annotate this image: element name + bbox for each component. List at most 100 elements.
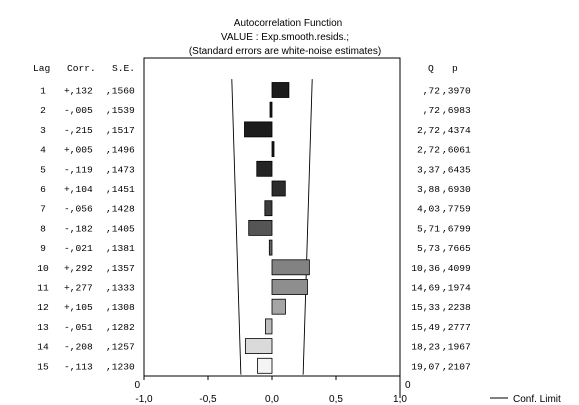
p-value: ,4374 xyxy=(442,125,471,136)
acf-bar xyxy=(268,239,273,256)
corr-value: -,051 xyxy=(64,322,93,333)
q-value: 14,69 xyxy=(411,283,440,294)
lag-label: 12 xyxy=(37,302,49,313)
acf-bar xyxy=(244,338,273,355)
se-value: ,1539 xyxy=(106,105,135,116)
acf-bar xyxy=(271,279,308,295)
se-value: ,1308 xyxy=(106,302,135,313)
lag-label: 8 xyxy=(40,223,46,234)
corr-value: -,021 xyxy=(64,243,93,254)
lag-label: 9 xyxy=(40,243,46,254)
conf-limit-upper xyxy=(302,79,313,375)
p-value: ,2777 xyxy=(442,322,471,333)
lag-label: 13 xyxy=(37,322,49,333)
corr-value: -,056 xyxy=(64,204,93,215)
x-tick-label: -0,5 xyxy=(199,394,217,405)
lag-label: 14 xyxy=(37,342,49,353)
q-value: ,72 xyxy=(423,105,441,116)
p-value: ,2238 xyxy=(442,302,471,313)
acf-bar xyxy=(265,318,273,335)
p-value: ,3970 xyxy=(442,86,471,97)
se-value: ,1357 xyxy=(106,263,135,274)
corr-value: -,119 xyxy=(64,164,93,175)
p-value: ,6799 xyxy=(442,223,471,234)
q-value: 2,72 xyxy=(417,125,440,136)
lag-label: 5 xyxy=(40,164,46,175)
acf-bar xyxy=(244,121,273,138)
acf-bar xyxy=(271,298,286,315)
q-value: 10,36 xyxy=(411,263,440,274)
p-value: ,6930 xyxy=(442,184,471,195)
q-value: 4,03 xyxy=(417,204,440,215)
corr-value: -,182 xyxy=(64,223,93,234)
q-value: 5,71 xyxy=(417,223,440,234)
p-value: ,6983 xyxy=(442,105,471,116)
p-value: ,6435 xyxy=(442,164,471,175)
corr-value: +,105 xyxy=(64,302,93,313)
x-tick-label: 1,0 xyxy=(393,394,407,405)
acf-bar xyxy=(271,82,290,98)
header-se: S.E. xyxy=(112,63,135,74)
corr-value: +,104 xyxy=(64,184,93,195)
header-lag: Lag xyxy=(33,63,50,74)
p-value: ,4099 xyxy=(442,263,471,274)
se-value: ,1257 xyxy=(106,342,135,353)
se-value: ,1560 xyxy=(106,86,135,97)
acf-bar xyxy=(271,259,310,276)
corr-value: -,208 xyxy=(64,342,93,353)
lag-label: 7 xyxy=(40,204,46,215)
confidence-limit-lines xyxy=(231,79,313,375)
corr-value: -,113 xyxy=(64,361,93,372)
lag-label: 6 xyxy=(40,184,46,195)
lag-label: 2 xyxy=(40,105,46,116)
corr-value: +,132 xyxy=(64,86,93,97)
chart-note: (Standard errors are white-noise estimat… xyxy=(189,46,381,57)
acf-bar xyxy=(271,141,275,158)
q-value: 2,72 xyxy=(417,145,440,156)
corr-value: +,005 xyxy=(64,145,93,156)
q-value: 18,23 xyxy=(411,342,440,353)
se-value: ,1496 xyxy=(106,145,135,156)
lag-label: 11 xyxy=(37,283,49,294)
p-value: ,2107 xyxy=(442,361,471,372)
header-corr: Corr. xyxy=(67,63,96,74)
corr-value: +,277 xyxy=(64,283,93,294)
chart-subtitle: VALUE : Exp.smooth.resids.; xyxy=(221,32,349,43)
x-tick-label: -1,0 xyxy=(135,394,153,405)
corr-value: -,005 xyxy=(64,105,93,116)
p-value: ,1967 xyxy=(442,342,471,353)
acf-bar xyxy=(271,180,286,197)
y-bottom-label-right: 0 xyxy=(405,380,411,391)
se-value: ,1428 xyxy=(106,204,135,215)
se-value: ,1451 xyxy=(106,184,135,195)
conf-limit-lower xyxy=(231,79,242,375)
acf-bar xyxy=(257,357,273,374)
se-value: ,1381 xyxy=(106,243,135,254)
lag-label: 10 xyxy=(37,263,49,274)
q-value: 15,49 xyxy=(411,322,440,333)
x-tick-label: 0,0 xyxy=(265,394,279,405)
lag-label: 1 xyxy=(40,86,46,97)
q-value: ,72 xyxy=(423,86,441,97)
lag-label: 3 xyxy=(40,125,46,136)
legend-conf-limit-label: Conf. Limit xyxy=(513,394,561,405)
q-value: 5,73 xyxy=(417,243,440,254)
p-value: ,1974 xyxy=(442,283,471,294)
p-value: ,7759 xyxy=(442,204,471,215)
se-value: ,1405 xyxy=(106,223,135,234)
y-bottom-label-left: 0 xyxy=(134,380,140,391)
p-value: ,7665 xyxy=(442,243,471,254)
corr-value: +,292 xyxy=(64,263,93,274)
header-q: Q xyxy=(428,63,434,74)
acf-rows: 1 +,132 ,1560 ,72,3970 2 -,005 ,1539 ,72,6983 3 -… xyxy=(37,82,471,374)
se-value: ,1282 xyxy=(106,322,135,333)
se-value: ,1473 xyxy=(106,164,135,175)
q-value: 3,88 xyxy=(417,184,440,195)
q-value: 19,07 xyxy=(411,361,440,372)
se-value: ,1230 xyxy=(106,361,135,372)
lag-label: 4 xyxy=(40,145,46,156)
acf-bar xyxy=(269,101,273,118)
lag-label: 15 xyxy=(37,361,49,372)
